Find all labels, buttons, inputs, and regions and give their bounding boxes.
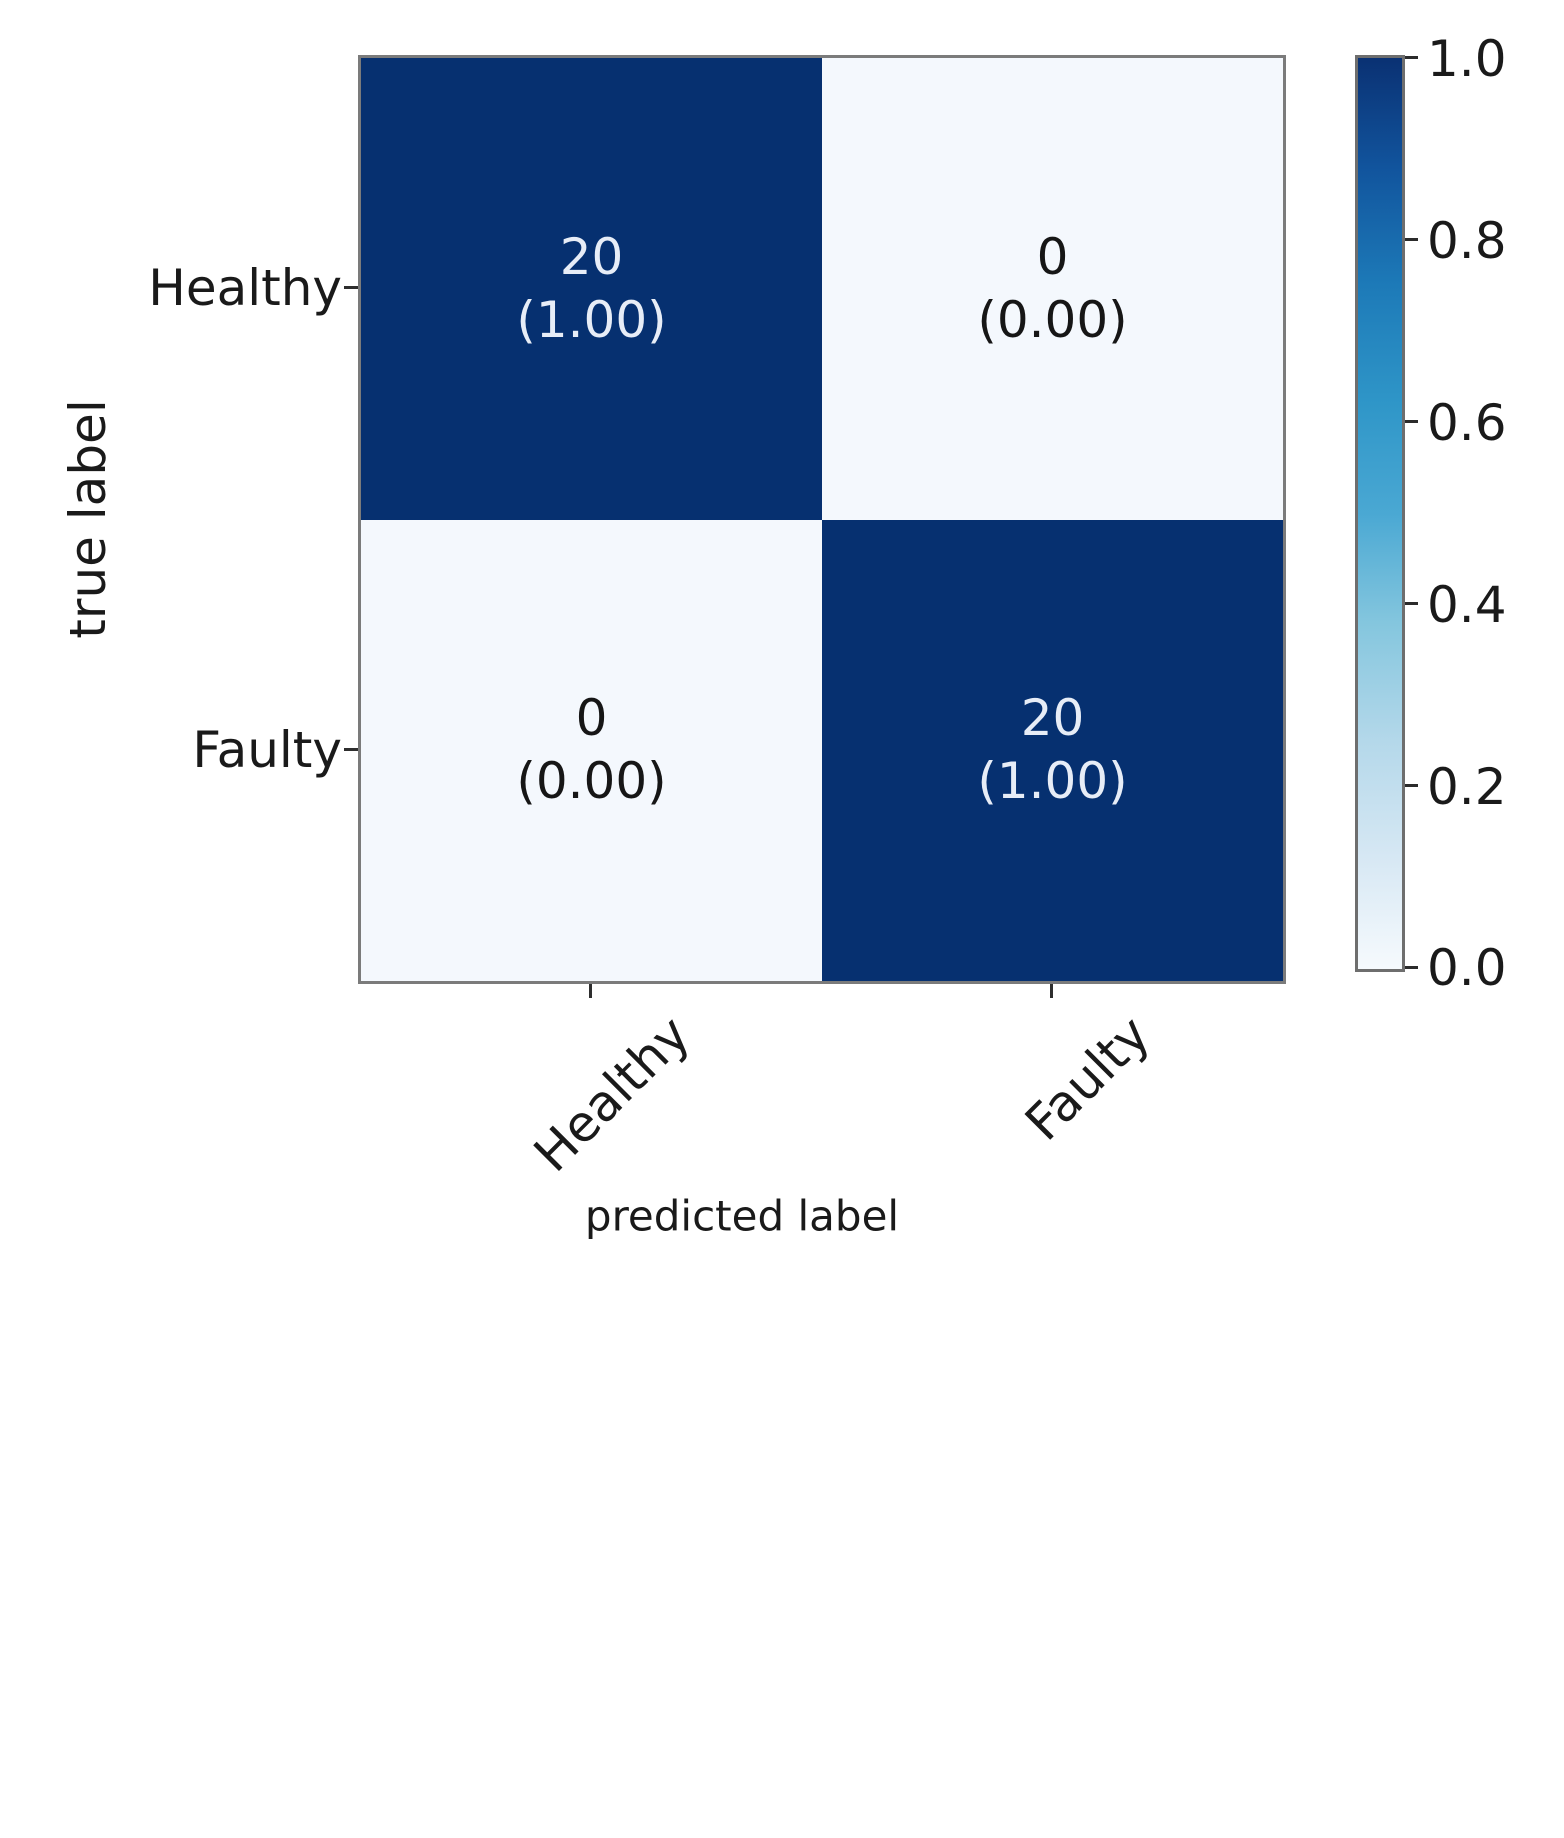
confusion-matrix-figure: 20 (1.00) 0 (0.00) 0 (0.00) 20 (1.00) He…	[59, 30, 1507, 1241]
cell-true-healthy-pred-healthy: 20 (1.00)	[361, 58, 822, 520]
cell-count: 20	[559, 227, 624, 286]
colorbar-tick-label: 0.2	[1427, 758, 1507, 816]
colorbar-tick-label: 0.6	[1427, 394, 1507, 452]
colorbar	[1355, 55, 1405, 972]
x-tick-mark-healthy	[589, 984, 592, 998]
colorbar-tick-mark	[1405, 602, 1418, 605]
y-tick-mark-healthy	[344, 286, 358, 289]
cell-true-faulty-pred-faulty: 20 (1.00)	[822, 519, 1283, 981]
x-tick-mark-faulty	[1050, 984, 1053, 998]
colorbar-tick-label: 0.0	[1427, 939, 1507, 997]
cell-true-healthy-pred-faulty: 0 (0.00)	[822, 58, 1283, 520]
colorbar-tick-mark	[1405, 238, 1418, 241]
colorbar-tick-mark	[1405, 420, 1418, 423]
colorbar-gradient	[1358, 58, 1402, 969]
y-tick-label-healthy: Healthy	[148, 259, 342, 317]
x-tick-label-faulty: Faulty	[1014, 1005, 1162, 1152]
cell-fraction: (0.00)	[977, 290, 1128, 349]
cell-count: 20	[1020, 689, 1085, 748]
y-tick-mark-faulty	[344, 748, 358, 751]
colorbar-tick-label: 0.4	[1427, 576, 1507, 634]
x-tick-label-healthy: Healthy	[522, 1005, 702, 1184]
cell-fraction: (0.00)	[516, 752, 667, 811]
cell-true-faulty-pred-healthy: 0 (0.00)	[361, 519, 822, 981]
heatmap-matrix: 20 (1.00) 0 (0.00) 0 (0.00) 20 (1.00)	[358, 55, 1286, 984]
y-tick-label-faulty: Faulty	[192, 721, 342, 779]
colorbar-tick-label: 1.0	[1427, 30, 1507, 88]
cell-count: 0	[575, 689, 608, 748]
cell-count: 0	[1036, 227, 1069, 286]
colorbar-tick-label: 0.8	[1427, 212, 1507, 270]
colorbar-tick-mark	[1405, 56, 1418, 59]
colorbar-tick-mark	[1405, 784, 1418, 787]
x-axis-title: predicted label	[584, 1191, 900, 1241]
cell-fraction: (1.00)	[516, 290, 667, 349]
y-axis-title: true label	[59, 399, 117, 639]
colorbar-tick-mark	[1405, 966, 1418, 969]
cell-fraction: (1.00)	[977, 752, 1128, 811]
